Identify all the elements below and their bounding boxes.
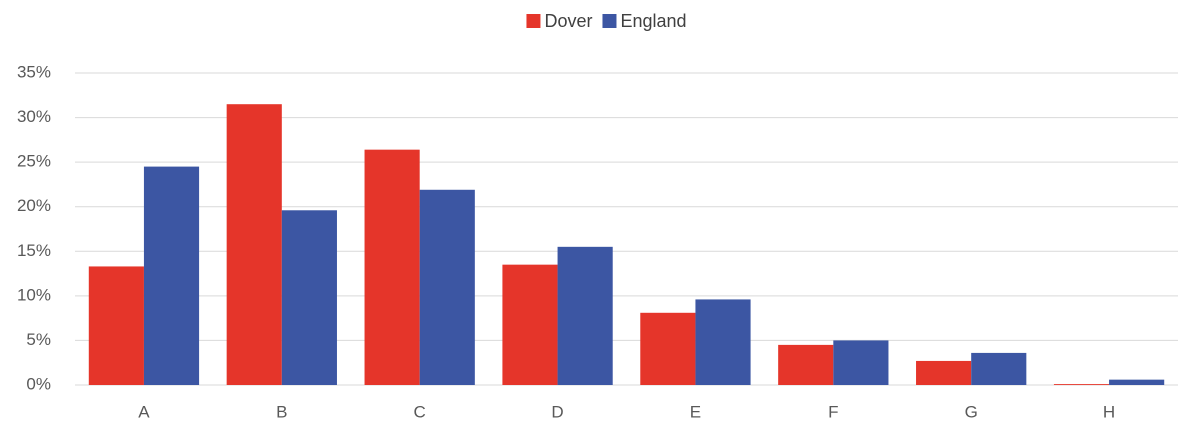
y-tick-label: 35% — [17, 62, 51, 81]
y-tick-label: 5% — [26, 330, 51, 349]
bar — [143, 166, 200, 385]
x-tick-label: E — [690, 402, 701, 421]
x-tick-label: D — [551, 402, 563, 421]
x-tick-label: F — [828, 402, 838, 421]
bar — [1109, 379, 1165, 385]
x-tick-label: G — [965, 402, 978, 421]
bar — [88, 266, 144, 385]
bar — [1053, 384, 1110, 385]
bar — [419, 189, 475, 385]
bar — [502, 264, 558, 385]
bar — [226, 104, 282, 385]
bar — [833, 340, 889, 385]
bar — [971, 352, 1027, 385]
y-tick-label: 0% — [26, 374, 51, 393]
legend-swatch — [526, 14, 541, 28]
legend-label: England — [620, 11, 686, 31]
x-tick-label: H — [1103, 402, 1115, 421]
x-tick-label: C — [414, 402, 426, 421]
legend: Dover England — [526, 11, 687, 31]
legend-label: Dover — [544, 11, 592, 31]
bar — [778, 344, 834, 385]
bar — [695, 299, 751, 385]
y-tick-label: 25% — [17, 152, 51, 171]
bar — [640, 312, 696, 385]
bar — [281, 210, 337, 385]
y-tick-label: 15% — [17, 241, 51, 260]
y-tick-label: 30% — [17, 107, 51, 126]
bar — [916, 360, 972, 385]
bar — [557, 246, 613, 385]
legend-swatch — [602, 14, 617, 28]
x-tick-label: A — [138, 402, 150, 421]
x-tick-label: B — [276, 402, 287, 421]
bar — [364, 149, 420, 385]
y-tick-label: 20% — [17, 196, 51, 215]
y-tick-label: 10% — [17, 285, 51, 304]
